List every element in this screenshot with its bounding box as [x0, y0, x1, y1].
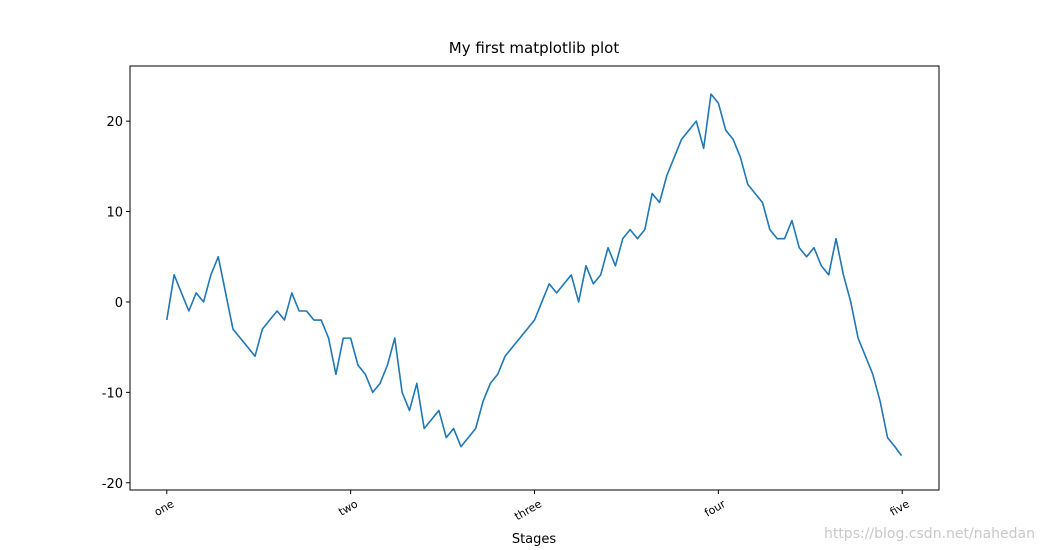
x-tick-label: four [702, 497, 728, 520]
x-tick-label: five [888, 497, 912, 518]
line-series [165, 93, 903, 457]
y-tick-label: -20 [102, 477, 123, 492]
y-tick-label: 20 [106, 115, 123, 130]
y-tick-label: 10 [106, 206, 123, 221]
x-tick-label: three [512, 497, 544, 523]
chart-title: My first matplotlib plot [449, 39, 620, 57]
y-tick-label: 0 [115, 296, 123, 311]
x-tick-label: two [336, 497, 360, 518]
x-axis-label: Stages [512, 532, 557, 547]
y-tick-label: -10 [102, 386, 123, 401]
x-tick-label: one [152, 497, 176, 519]
plot-frame [129, 65, 940, 491]
watermark: https://blog.csdn.net/nahedan [824, 526, 1035, 542]
